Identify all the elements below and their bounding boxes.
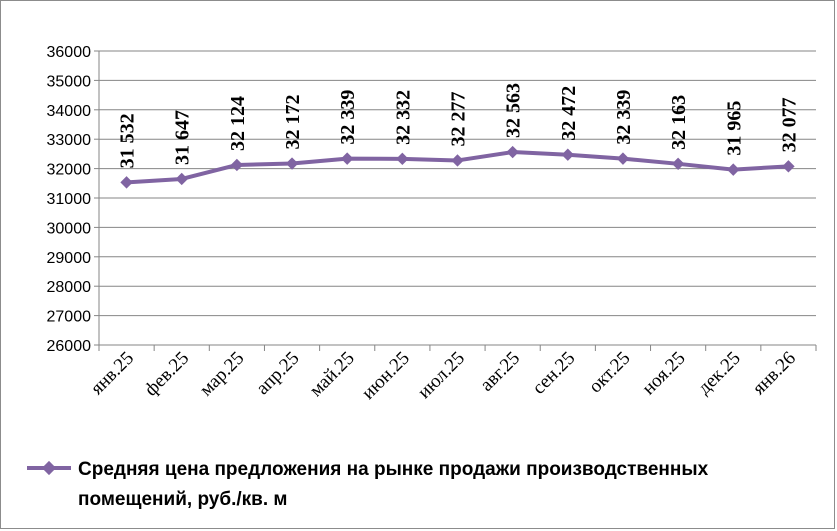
data-label: 32 563: [503, 83, 525, 138]
data-label: 31 965: [723, 101, 745, 156]
data-point-marker: [230, 158, 244, 172]
y-tick-label: 32000: [47, 162, 92, 179]
data-point-marker: [782, 160, 795, 173]
x-tick-label: мар.25: [196, 348, 249, 401]
data-point-marker: [727, 163, 740, 176]
x-tick-label: янв.26: [749, 348, 800, 399]
data-label: 32 339: [337, 90, 359, 145]
x-tick-label: дек.25: [694, 348, 745, 399]
data-point-marker: [285, 157, 299, 170]
y-tick-label: 36000: [47, 44, 92, 61]
y-tick-label: 31000: [47, 191, 92, 208]
data-point-marker: [451, 154, 464, 167]
data-label: 31 532: [117, 113, 139, 168]
x-tick-label: фев.25: [141, 348, 194, 401]
y-tick-label: 34000: [47, 103, 92, 120]
data-label: 32 332: [392, 90, 414, 145]
data-point-marker: [175, 172, 188, 186]
legend-label-line-1: Средняя цена предложения на рынке продаж…: [78, 459, 709, 480]
data-point-marker: [340, 152, 354, 165]
y-tick-label: 29000: [47, 250, 92, 267]
y-axis: 26000 27000 28000 29000 30000 31000 32000 33000…: [47, 44, 100, 355]
data-point-marker: [506, 145, 519, 159]
y-tick-label: 26000: [47, 338, 92, 355]
x-tick-label: апр.25: [252, 348, 303, 399]
data-label: 32 277: [448, 91, 470, 146]
data-point-marker: [561, 148, 575, 161]
data-label: 32 339: [613, 90, 635, 145]
x-tick-label: июн.25: [358, 348, 414, 404]
x-tick-label: май.25: [306, 348, 359, 401]
x-tick-label: авг.25: [476, 348, 524, 396]
y-tick-label: 35000: [47, 73, 92, 90]
x-tick-label: окт.25: [585, 348, 635, 398]
x-tick-label: янв.25: [87, 348, 138, 399]
legend-diamond-marker: [41, 460, 57, 476]
data-point-marker: [120, 176, 133, 189]
data-label: 32 472: [558, 86, 580, 141]
data-label: 32 124: [227, 96, 249, 151]
x-tick-label: ноя.25: [638, 348, 689, 399]
data-labels: 31 532 31 647 32 124 32 172 32 339 32 332 32 2…: [117, 83, 801, 168]
data-label: 32 172: [282, 95, 304, 150]
x-tick-label: июл.25: [414, 348, 469, 403]
y-tick-label: 28000: [47, 279, 92, 296]
series-line: [120, 145, 795, 189]
x-tick-label: сен.25: [528, 348, 579, 399]
data-point-marker: [671, 157, 685, 171]
y-tick-label: 33000: [47, 132, 92, 149]
y-tick-label: 30000: [47, 220, 92, 237]
legend: Средняя цена предложения на рынке продаж…: [27, 459, 709, 510]
data-label: 32 077: [778, 97, 800, 152]
y-tick-label: 27000: [47, 309, 92, 326]
data-point-marker: [396, 152, 409, 166]
data-label: 32 163: [668, 95, 690, 150]
x-axis: янв.25 фев.25 мар.25 апр.25 май.25 июн.25 июл.…: [87, 344, 817, 404]
data-point-marker: [616, 152, 630, 165]
data-label: 31 647: [172, 110, 194, 165]
legend-label-line-2: помещений, руб./кв. м: [78, 489, 287, 510]
